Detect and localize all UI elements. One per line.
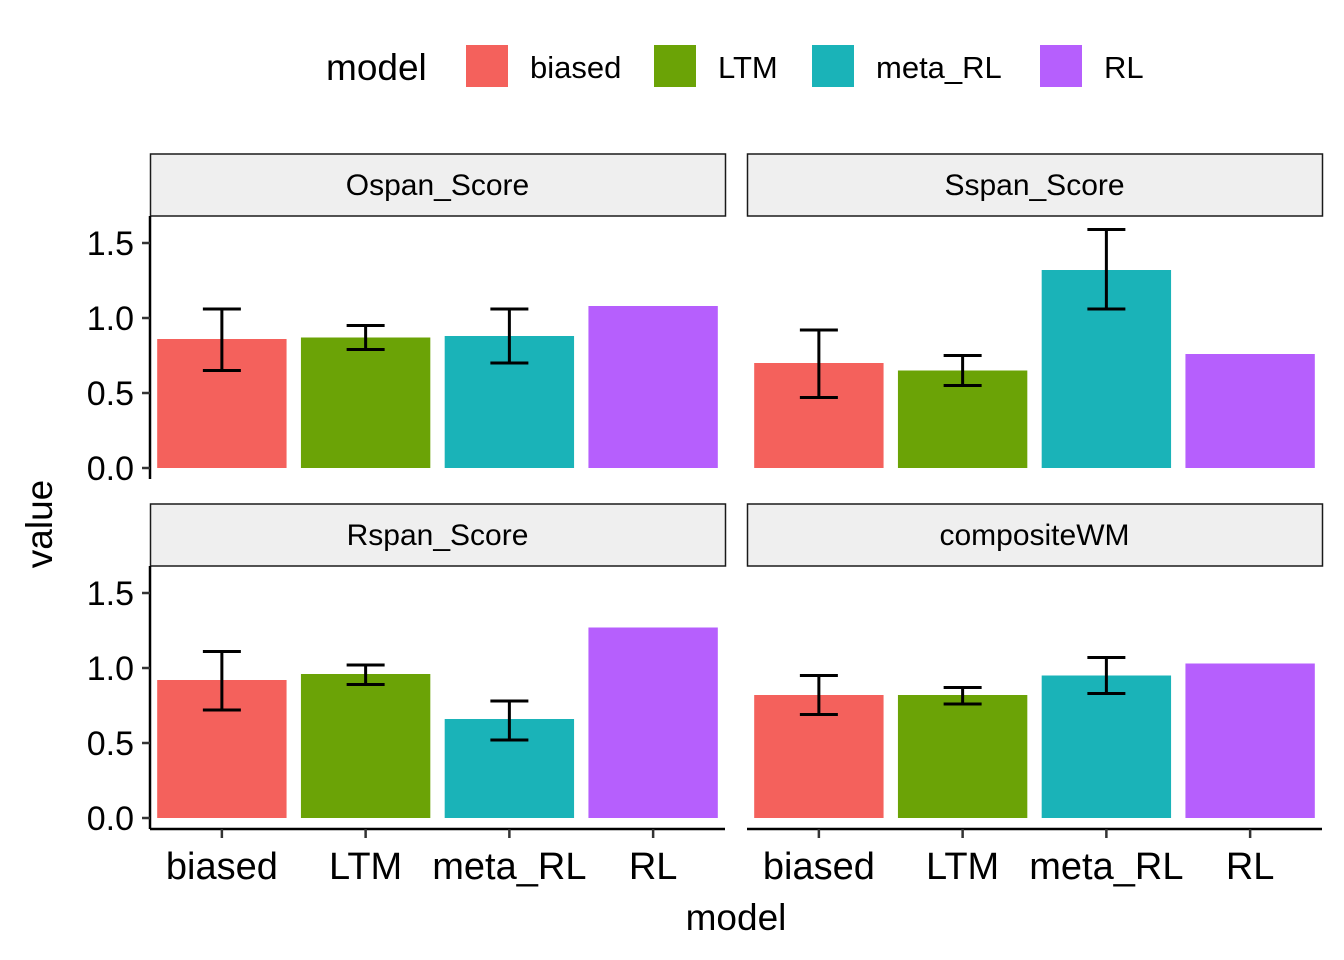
- x-tick-label-LTM: LTM: [329, 846, 402, 888]
- errorbar-compositeWM-meta_RL: [1087, 656, 1126, 695]
- strip-Ospan_Score: [149, 153, 727, 217]
- y-axis-title: value: [19, 480, 60, 568]
- legend-label-meta_RL: meta_RL: [876, 50, 1002, 85]
- errorbar-Sspan_Score-LTM: [943, 354, 982, 387]
- legend-label-biased: biased: [530, 50, 621, 85]
- errorbar-Ospan_Score-biased: [202, 307, 241, 372]
- x-axis-title: model: [686, 897, 787, 938]
- strip-Rspan_Score: [149, 503, 727, 567]
- legend-key-LTM: [654, 45, 696, 87]
- bar-Ospan_Score-LTM: [300, 337, 431, 468]
- bar-Rspan_Score-LTM: [300, 674, 431, 818]
- strip-label-Ospan_Score: Ospan_Score: [346, 169, 529, 202]
- bar-compositeWM-meta_RL: [1041, 675, 1172, 818]
- errorbar-compositeWM-biased: [799, 674, 838, 716]
- legend-key-RL: [1040, 45, 1082, 87]
- y-tick-label: 0.5: [87, 725, 134, 763]
- strip-label-compositeWM: compositeWM: [939, 519, 1129, 552]
- panel-Rspan_Score: Rspan_Score 0.0 0.5 1.0 1.5 biased LTM meta_RL R…: [87, 503, 727, 888]
- y-tick-label: 1.5: [87, 575, 134, 613]
- x-tick-label-biased: biased: [166, 846, 278, 888]
- x-tick-label-meta_RL: meta_RL: [432, 846, 586, 888]
- errorbar-Rspan_Score-biased: [202, 650, 241, 712]
- y-tick-label: 0.5: [87, 375, 134, 413]
- x-tick-label-meta_RL: meta_RL: [1029, 846, 1183, 888]
- bar-Rspan_Score-RL: [588, 627, 718, 818]
- legend-key-meta_RL: [812, 45, 854, 87]
- legend: model biased LTM meta_RL RL: [326, 45, 1144, 88]
- errorbar-Ospan_Score-meta_RL: [490, 307, 529, 365]
- y-tick-label: 1.5: [87, 225, 134, 263]
- bar-compositeWM-LTM: [897, 695, 1028, 818]
- x-tick-label-biased: biased: [763, 846, 875, 888]
- x-tick-label-LTM: LTM: [926, 846, 999, 888]
- bar-compositeWM-RL: [1185, 663, 1315, 818]
- errorbar-Sspan_Score-meta_RL: [1087, 228, 1126, 311]
- panel-Ospan_Score: Ospan_Score 0.0 0.5 1.0 1.5: [87, 153, 727, 488]
- errorbar-Rspan_Score-meta_RL: [490, 699, 529, 742]
- y-tick-label: 0.0: [87, 450, 134, 488]
- errorbar-Rspan_Score-LTM: [346, 663, 385, 686]
- legend-key-biased: [466, 45, 508, 87]
- y-tick-label: 1.0: [87, 650, 134, 688]
- y-tick-label: 1.0: [87, 300, 134, 338]
- legend-label-LTM: LTM: [718, 50, 778, 85]
- strip-label-Rspan_Score: Rspan_Score: [347, 519, 529, 552]
- errorbar-Ospan_Score-LTM: [346, 324, 385, 351]
- panel-Sspan_Score: Sspan_Score: [746, 153, 1324, 468]
- bar-Sspan_Score-RL: [1185, 354, 1315, 468]
- x-tick-label-RL: RL: [1226, 846, 1275, 888]
- strip-compositeWM: [746, 503, 1324, 567]
- x-tick-label-RL: RL: [629, 846, 678, 888]
- legend-title: model: [326, 47, 427, 88]
- strip-label-Sspan_Score: Sspan_Score: [944, 169, 1124, 202]
- bar-Ospan_Score-RL: [588, 306, 718, 468]
- strip-Sspan_Score: [746, 153, 1324, 217]
- errorbar-compositeWM-LTM: [943, 686, 982, 706]
- y-tick-label: 0.0: [87, 800, 134, 838]
- panel-compositeWM: compositeWM biased LTM meta_RL RL: [746, 503, 1324, 888]
- legend-label-RL: RL: [1104, 50, 1144, 85]
- errorbar-Sspan_Score-biased: [799, 328, 838, 399]
